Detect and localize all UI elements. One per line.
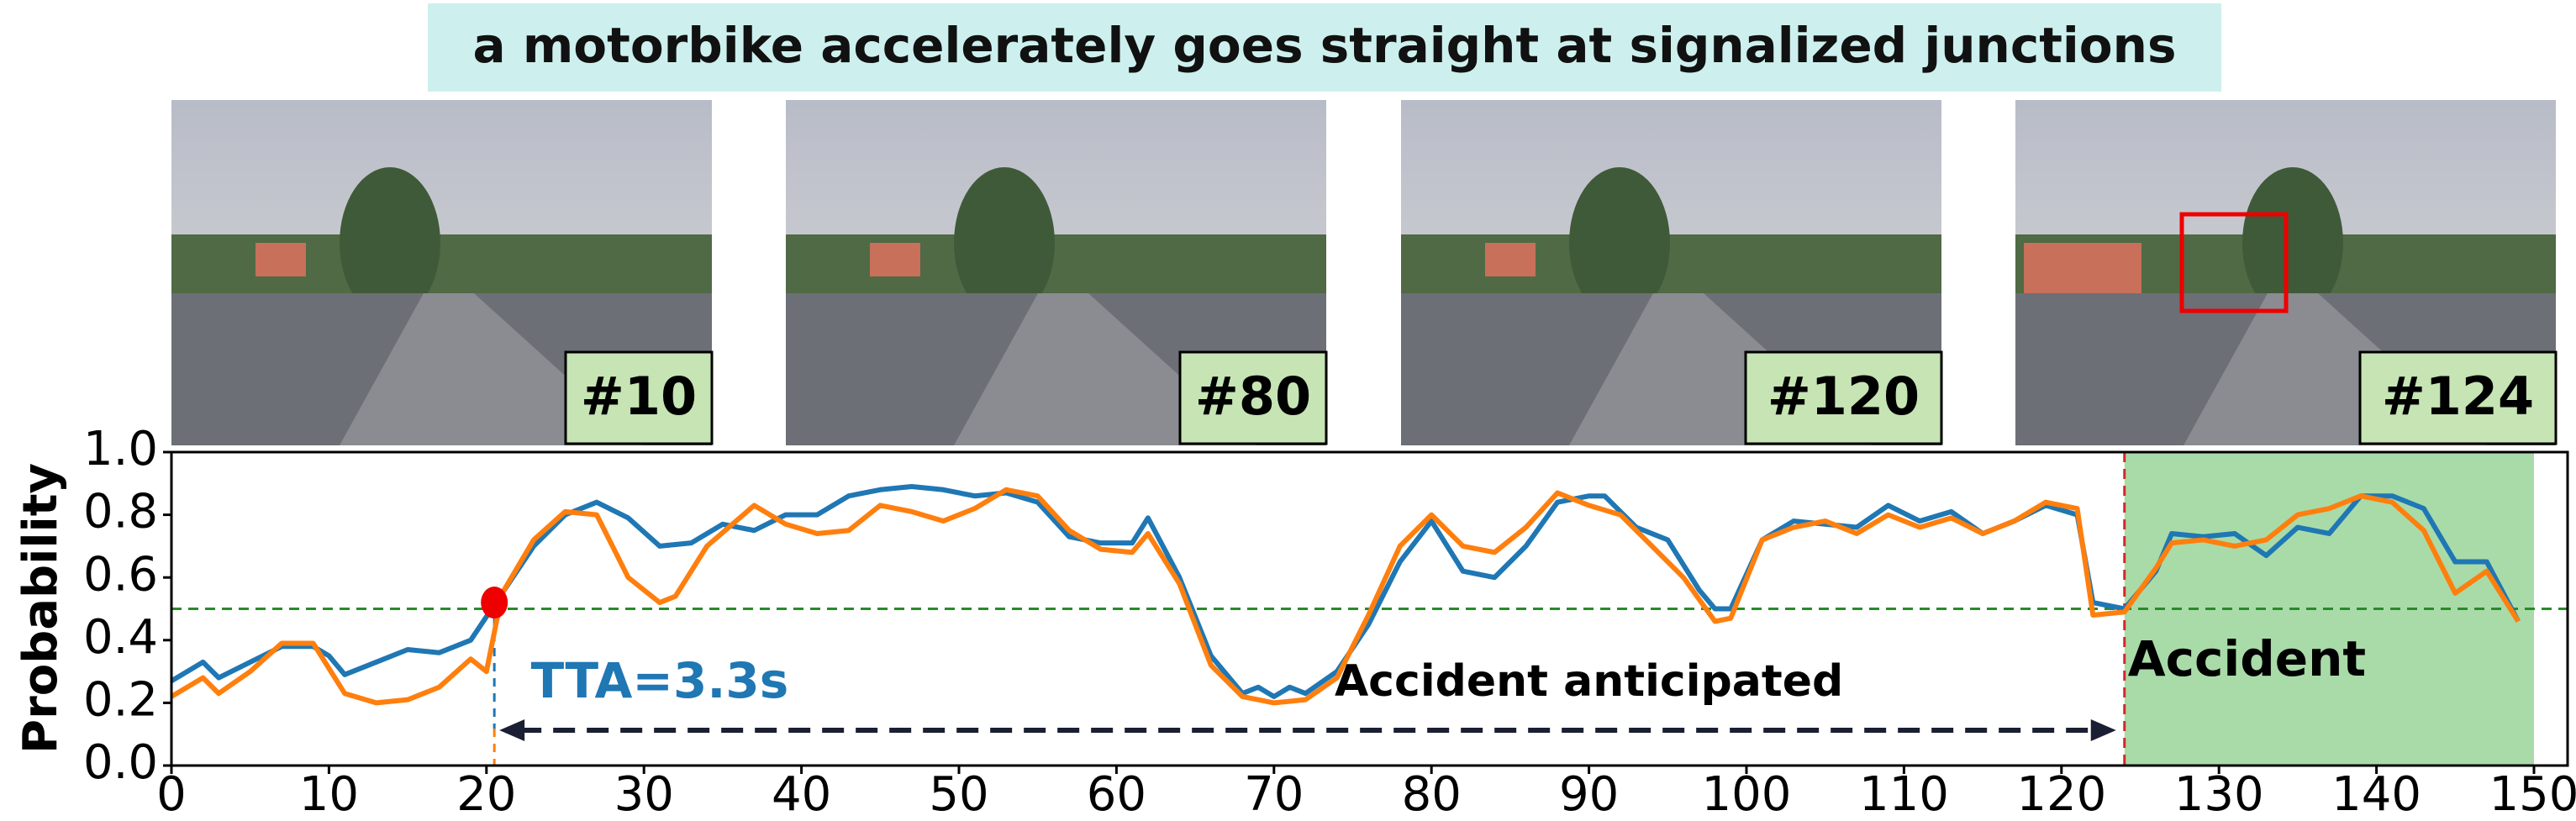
tta-label: TTA=3.3s — [531, 652, 789, 709]
x-tick-label: 120 — [2016, 767, 2106, 821]
x-tick-label: 40 — [772, 767, 831, 821]
frame-label-box — [2358, 350, 2558, 445]
frame-tree — [1569, 167, 1670, 318]
frame-label: #80 — [1195, 366, 1311, 427]
arrow-head-left — [499, 719, 525, 741]
frame-label-box — [1178, 350, 1328, 445]
frame-tree — [2242, 167, 2343, 318]
frame-label-box — [1744, 350, 1943, 445]
frame-tree — [340, 167, 440, 318]
frame-tree — [954, 167, 1055, 318]
x-tick-label: 30 — [614, 767, 674, 821]
detection-box — [2179, 212, 2289, 313]
y-tick-label: 0.6 — [83, 547, 158, 602]
x-tick-label: 130 — [2174, 767, 2264, 821]
title-box — [428, 3, 2221, 92]
x-tick-label: 150 — [2489, 767, 2576, 821]
x-tick-label: 90 — [1559, 767, 1619, 821]
y-tick-label: 0.4 — [83, 610, 158, 665]
series-line — [170, 487, 2521, 706]
frame-trees — [786, 234, 1326, 293]
frame-label: #10 — [581, 366, 697, 427]
frame-trees — [1401, 234, 1941, 293]
x-tick-label: 110 — [1859, 767, 1949, 821]
x-tick-label: 20 — [456, 767, 516, 821]
arrow-head-right — [2090, 719, 2116, 741]
frame-building — [255, 243, 306, 276]
anticipated-label: Accident anticipated — [1335, 656, 1843, 707]
y-tick-label: 0.8 — [83, 485, 158, 539]
frame-label-box — [564, 350, 714, 445]
frame-building — [2024, 243, 2141, 293]
frame-label: #124 — [2382, 366, 2534, 427]
frame-trees — [171, 234, 712, 293]
y-axis-label: Probability — [13, 463, 68, 754]
y-tick-label: 0.0 — [83, 735, 158, 790]
title: a motorbike accelerately goes straight a… — [473, 17, 2177, 74]
x-tick-label: 60 — [1087, 767, 1146, 821]
x-tick-label: 10 — [299, 767, 359, 821]
x-tick-label: 80 — [1402, 767, 1462, 821]
y-tick-label: 0.2 — [83, 673, 158, 728]
frame-building — [1485, 243, 1536, 276]
frame-label: #120 — [1767, 366, 1920, 427]
x-tick-label: 50 — [929, 767, 988, 821]
plot-frame — [170, 450, 2569, 767]
frame-building — [870, 243, 920, 276]
x-tick-label: 100 — [1702, 767, 1792, 821]
x-tick-label: 70 — [1244, 767, 1304, 821]
anticipation-point — [481, 587, 508, 619]
y-tick-label: 1.0 — [83, 422, 158, 476]
x-tick-label: 140 — [2331, 767, 2421, 821]
accident-label: Accident — [2128, 630, 2366, 687]
x-tick-label: 0 — [156, 767, 187, 821]
series-line — [170, 484, 2521, 699]
